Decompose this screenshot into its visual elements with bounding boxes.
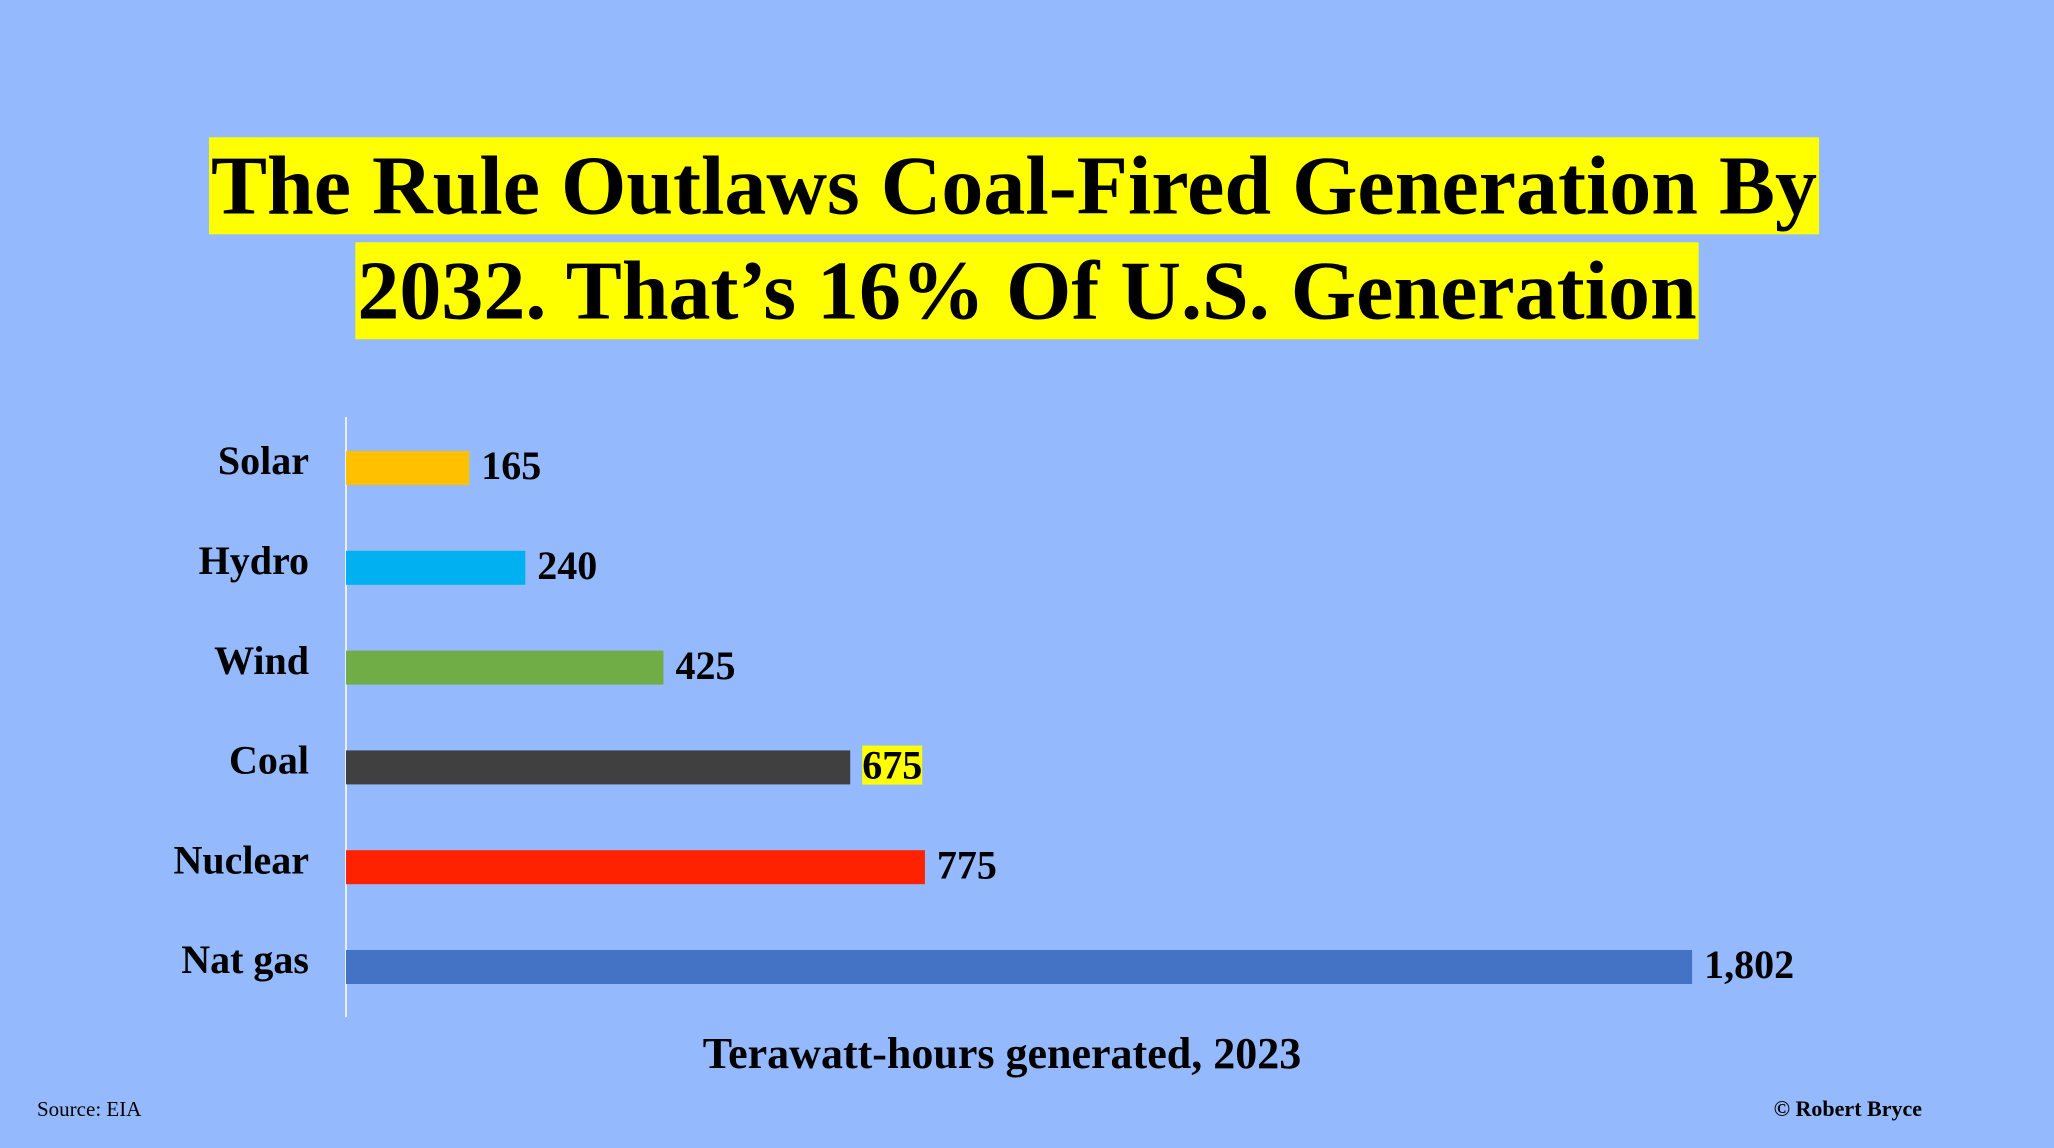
credit: © Robert Bryce [1774, 1096, 1923, 1121]
title-highlight [355, 242, 1699, 340]
y-tick-label: Wind [214, 638, 309, 683]
value-label: 165 [481, 443, 541, 488]
value-label: 240 [537, 543, 597, 588]
y-tick-label: Nuclear [173, 837, 309, 882]
title-highlight [208, 137, 1820, 235]
value-label: 675 [862, 743, 922, 788]
chart-title: The Rule Outlaws Coal-Fired Generation B… [211, 139, 1817, 232]
bar [346, 950, 1693, 984]
y-tick-label: Nat gas [181, 937, 309, 982]
title-group: The Rule Outlaws Coal-Fired Generation B… [208, 137, 1820, 340]
bar [346, 550, 526, 585]
bar [346, 750, 851, 785]
bar [346, 650, 664, 685]
bar [346, 451, 470, 485]
bar [346, 850, 925, 885]
value-label: 775 [937, 842, 997, 887]
chart-title: 2032. That’s 16% Of U.S. Generation [357, 244, 1696, 337]
value-label-highlight [862, 745, 923, 785]
value-label: 425 [675, 643, 735, 688]
y-tick-label: Solar [218, 438, 309, 483]
source: Source: EIA [37, 1097, 142, 1121]
y-tick-label: Coal [229, 738, 309, 783]
y-tick-label: Hydro [199, 538, 309, 583]
x-axis-title: Terawatt-hours generated, 2023 [703, 1029, 1301, 1078]
value-label: 1,802 [1704, 942, 1794, 987]
